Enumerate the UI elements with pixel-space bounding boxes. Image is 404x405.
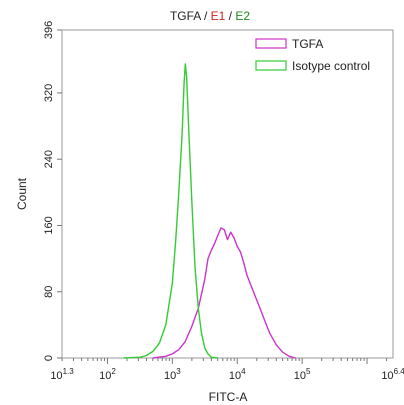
title-part-tgfa: TGFA	[170, 9, 201, 23]
y-tick-label: 320	[43, 84, 55, 102]
x-tick-label: 106.4	[381, 367, 404, 382]
series-lines	[123, 63, 296, 359]
y-tick-label: 80	[43, 286, 55, 298]
x-tick-label: 104	[229, 367, 246, 382]
y-tick-label: 0	[43, 355, 55, 361]
y-axis-label: Count	[15, 177, 29, 210]
y-tick-label: 396	[43, 21, 55, 39]
x-tick-label: 101.3	[50, 367, 74, 382]
plot-frame	[61, 29, 394, 359]
legend-label-tgfa: TGFA	[292, 37, 323, 51]
title-part-e2: E2	[235, 9, 250, 23]
y-tick-label: 160	[43, 216, 55, 234]
x-axis: 101.3 102 103 104 105 106.4	[50, 358, 404, 382]
x-tick-label: 102	[99, 367, 116, 382]
x-axis-label: FITC-A	[209, 390, 248, 404]
legend-label-isotype: Isotype control	[292, 59, 370, 73]
x-tick-label: 103	[164, 367, 181, 382]
series-line-1	[123, 63, 218, 359]
title-sep-1: /	[201, 9, 211, 23]
legend-swatch-isotype	[255, 60, 287, 71]
title-part-e1: E1	[211, 9, 226, 23]
legend: TGFA Isotype control	[255, 37, 370, 73]
y-axis: 0 80 160 240 320 396	[43, 21, 62, 361]
chart-title: TGFA / E1 / E2	[170, 9, 250, 23]
title-sep-2: /	[225, 9, 235, 23]
legend-swatch-tgfa	[255, 38, 287, 49]
x-tick-label: 105	[294, 367, 311, 382]
series-line-0	[152, 227, 296, 359]
y-tick-label: 240	[43, 150, 55, 168]
